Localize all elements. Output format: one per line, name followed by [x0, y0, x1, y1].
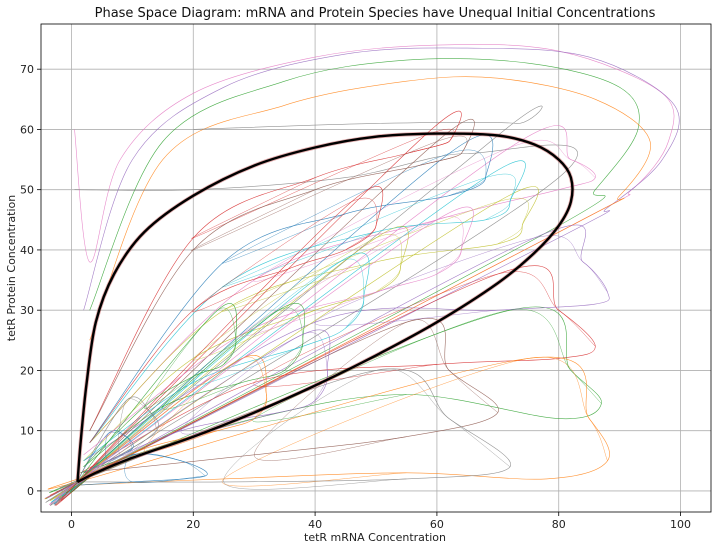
y-tick-label: 0	[27, 485, 34, 498]
trajectory-line	[56, 133, 573, 492]
y-tick-label: 30	[20, 304, 34, 317]
x-tick-label: 60	[430, 518, 444, 531]
y-axis-label: tetR Protein Concentration	[5, 195, 18, 341]
trajectory-line	[61, 133, 573, 497]
y-tick-label: 40	[20, 244, 34, 257]
trajectory-loop	[144, 356, 267, 453]
trajectory-line	[50, 133, 573, 503]
trajectory-line	[49, 133, 573, 501]
trajectory-series	[44, 44, 680, 506]
trajectory-loop	[253, 319, 498, 461]
trajectory-line	[54, 118, 573, 506]
y-axis-ticks: 0 10 20 30 40 50 60 70	[20, 63, 41, 498]
chart-title: Phase Space Diagram: mRNA and Protein Sp…	[95, 6, 656, 21]
trajectory-loop	[241, 216, 464, 337]
plot-frame	[40, 23, 712, 513]
trajectory-loop	[105, 431, 133, 462]
x-tick-label: 0	[68, 518, 75, 531]
trajectory-loop	[144, 307, 237, 409]
limit-cycle-line	[76, 132, 574, 483]
trajectory-line	[49, 125, 596, 505]
trajectory-loop	[221, 197, 529, 312]
trajectory-loop	[221, 149, 487, 264]
trajectory-loop	[253, 140, 596, 282]
trajectory-loop	[192, 197, 378, 313]
trajectory-line	[45, 133, 578, 503]
trajectory-loop	[221, 173, 516, 288]
x-axis-label: tetR mRNA Concentration	[304, 531, 446, 544]
trajectory-loop	[253, 271, 596, 387]
trajectory-line	[59, 133, 573, 499]
limit-cycle-halo	[75, 131, 575, 484]
y-tick-label: 70	[20, 63, 34, 76]
trajectory-loop	[124, 453, 206, 483]
grid	[41, 24, 711, 512]
y-tick-label: 60	[20, 123, 34, 136]
trajectory-line	[45, 58, 640, 500]
x-tick-label: 100	[670, 518, 691, 531]
limit-cycle	[75, 131, 575, 484]
y-tick-label: 20	[20, 364, 34, 377]
trajectory-loop	[118, 398, 157, 456]
trajectory-loop	[193, 259, 365, 386]
y-tick-label: 50	[20, 184, 34, 197]
trajectory-loop	[221, 356, 608, 487]
y-tick-label: 10	[20, 425, 34, 438]
x-tick-label: 20	[186, 518, 200, 531]
x-axis-ticks: 0 20 40 60 80 100	[68, 512, 691, 531]
x-tick-label: 40	[308, 518, 322, 531]
trajectory-loop	[191, 128, 455, 239]
x-tick-label: 80	[552, 518, 566, 531]
trajectory-loop	[314, 235, 608, 327]
trajectory-loop	[190, 135, 468, 251]
trajectory-line	[60, 133, 573, 501]
trajectory-loop	[252, 309, 602, 423]
trajectory-line	[64, 133, 573, 492]
trajectory-loop	[223, 368, 511, 490]
